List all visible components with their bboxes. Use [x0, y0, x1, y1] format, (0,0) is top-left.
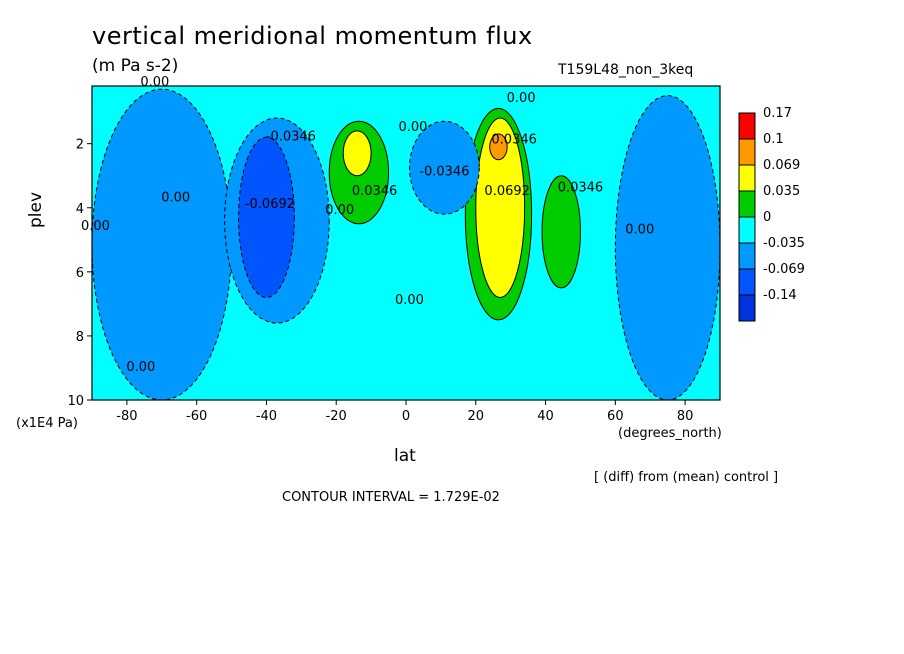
x-tick-label-7: 60 [607, 409, 624, 424]
y-axis-units: (x1E4 Pa) [16, 416, 78, 431]
contour-label-5: 0.00 [81, 219, 110, 234]
colorbar-swatch-4 [738, 216, 756, 244]
colorbar-swatch-5 [738, 242, 756, 270]
x-tick-label-3: -20 [326, 409, 347, 424]
colorbar-label-0: 0.17 [763, 106, 792, 121]
colorbar-label-2: 0.069 [763, 158, 800, 173]
y-tick-label-4: 10 [67, 394, 84, 409]
colorbar-swatch-0 [738, 112, 756, 140]
contour-label-1: 0.00 [507, 91, 536, 106]
contour-label-10: 0.0346 [491, 133, 537, 148]
x-tick-label-0: -80 [116, 409, 137, 424]
colorbar-label-7: -0.14 [763, 288, 797, 303]
colorbar-label-4: 0 [763, 210, 771, 225]
x-tick-label-6: 40 [537, 409, 554, 424]
chart-subtitle: (m Pa s-2) [92, 56, 179, 76]
y-tick-label-1: 4 [76, 202, 84, 217]
field-region-8 [541, 175, 581, 289]
field-region-0 [92, 88, 233, 400]
colorbar-label-6: -0.069 [763, 262, 805, 277]
contour-label-0: 0.00 [140, 75, 169, 90]
colorbar-swatch-3 [738, 190, 756, 218]
x-tick-label-8: 80 [677, 409, 694, 424]
contour-interval: CONTOUR INTERVAL = 1.729E-02 [282, 490, 500, 505]
colorbar-swatch-2 [738, 164, 756, 192]
colorbar-swatch-7 [738, 294, 756, 322]
contour-label-8: 0.00 [399, 120, 428, 135]
chart-title: vertical meridional momentum flux [92, 22, 533, 50]
field-region-1 [614, 95, 720, 400]
contour-label-9: -0.0346 [419, 165, 469, 180]
x-tick-label-4: 0 [402, 409, 410, 424]
contour-label-6: 0.0346 [352, 184, 398, 199]
colorbar-label-3: 0.035 [763, 184, 800, 199]
colorbar-swatch-6 [738, 268, 756, 296]
contour-label-3: 0.00 [161, 190, 190, 205]
contour-label-4: -0.0692 [245, 197, 295, 212]
contour-label-7: 0.00 [325, 203, 354, 218]
y-tick-label-3: 8 [76, 330, 84, 345]
field-region-4 [238, 136, 295, 298]
colorbar-label-5: -0.035 [763, 236, 805, 251]
colorbar-label-1: 0.1 [763, 132, 784, 147]
field-region-5 [475, 117, 526, 298]
run-label: T159L48_non_3keq [558, 62, 694, 78]
x-tick-label-5: 20 [468, 409, 485, 424]
contour-label-15: 0.00 [126, 360, 155, 375]
x-axis-label: lat [394, 446, 416, 466]
contour-label-13: 0.00 [625, 222, 654, 237]
contour-label-11: 0.0692 [484, 184, 530, 199]
y-tick-label-2: 6 [76, 266, 84, 281]
x-tick-label-2: -40 [256, 409, 277, 424]
x-tick-label-1: -60 [186, 409, 207, 424]
contour-label-14: 0.00 [395, 293, 424, 308]
field-region-10 [489, 133, 508, 161]
colorbar-swatch-1 [738, 138, 756, 166]
contour-label-2: -0.0346 [266, 129, 316, 144]
field-region-6 [408, 120, 480, 215]
field-region-9 [342, 130, 372, 177]
y-tick-label-0: 2 [76, 138, 84, 153]
x-axis-units: (degrees_north) [618, 426, 722, 441]
contour-label-12: 0.0346 [558, 181, 604, 196]
diff-note: [ (diff) from (mean) control ] [594, 470, 779, 485]
